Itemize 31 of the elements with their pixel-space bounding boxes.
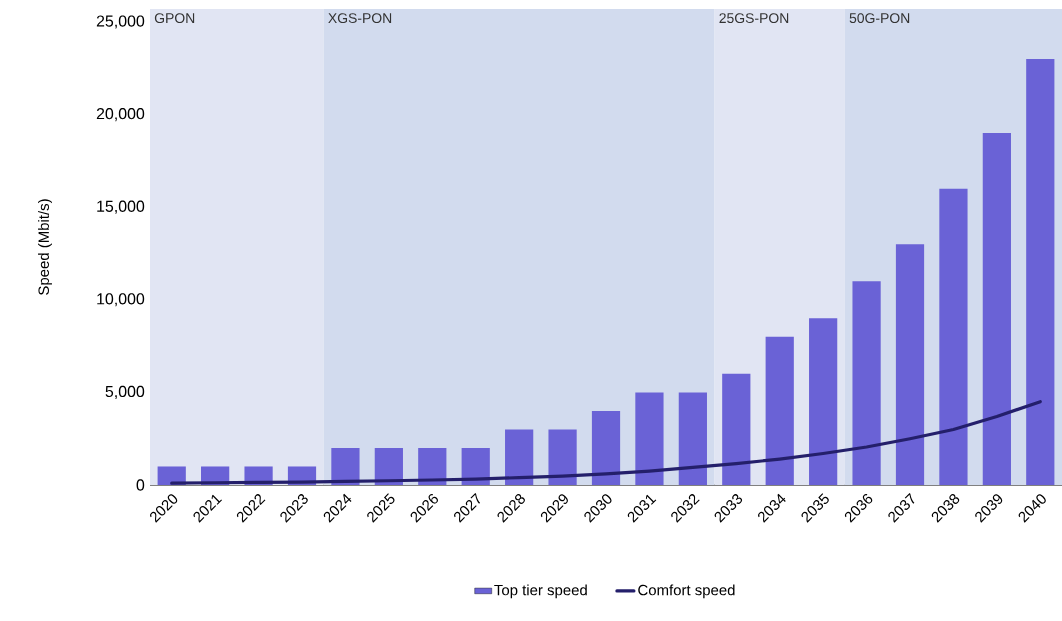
y-tick-label: 5,000	[105, 385, 145, 399]
y-tick-label: 15,000	[97, 200, 145, 214]
band-label: GPON	[154, 13, 195, 24]
y-axis-title: Speed (Mbit/s)	[38, 199, 52, 295]
bar	[895, 244, 925, 485]
bar	[982, 133, 1011, 485]
bar	[765, 336, 794, 485]
band-label: 50G-PON	[849, 13, 910, 24]
line-series	[170, 400, 1042, 485]
bar	[331, 447, 360, 485]
bar	[418, 447, 447, 485]
bar	[548, 429, 577, 485]
bar	[505, 429, 534, 485]
bar	[374, 447, 403, 485]
bar	[678, 392, 707, 485]
bar	[635, 392, 664, 485]
legend-label: Comfort speed	[638, 584, 735, 599]
band-label: 25GS-PON	[719, 13, 789, 24]
bar	[461, 447, 490, 485]
legend-label: Top tier speed	[494, 584, 587, 599]
band-label: XGS-PON	[328, 13, 392, 24]
bar	[852, 281, 881, 485]
bar	[722, 373, 751, 485]
bar	[939, 188, 968, 485]
y-tick-label: 25,000	[96, 15, 145, 29]
bar	[591, 410, 621, 485]
y-tick-label: 10,000	[97, 293, 145, 307]
y-tick-label: 0	[136, 479, 145, 491]
bar	[1026, 59, 1055, 485]
bar	[809, 318, 838, 485]
y-tick-label: 20,000	[96, 107, 145, 122]
